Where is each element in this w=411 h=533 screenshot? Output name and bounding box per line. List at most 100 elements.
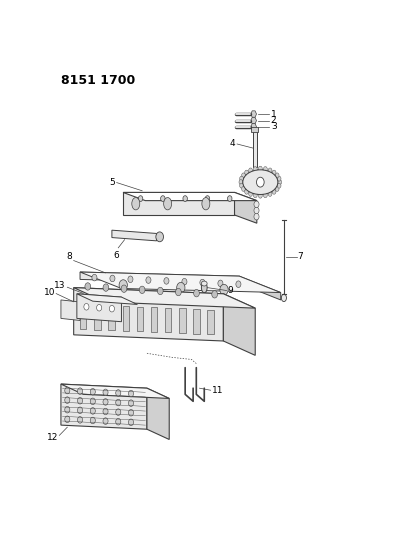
Circle shape — [164, 278, 169, 284]
Circle shape — [139, 196, 143, 201]
Text: 6: 6 — [114, 251, 120, 260]
Circle shape — [220, 284, 228, 295]
Circle shape — [121, 285, 127, 293]
Polygon shape — [74, 288, 224, 341]
Bar — [165, 308, 171, 333]
Circle shape — [242, 187, 245, 191]
Ellipse shape — [202, 198, 210, 210]
Circle shape — [146, 277, 151, 284]
Polygon shape — [61, 300, 80, 320]
Circle shape — [129, 390, 134, 397]
Text: 12: 12 — [47, 433, 58, 442]
Circle shape — [128, 276, 133, 282]
Polygon shape — [239, 276, 281, 300]
Circle shape — [205, 196, 210, 201]
Polygon shape — [61, 384, 147, 429]
Circle shape — [109, 305, 114, 312]
Polygon shape — [147, 388, 169, 440]
Text: 11: 11 — [212, 386, 223, 395]
Polygon shape — [123, 192, 235, 215]
Polygon shape — [123, 192, 257, 200]
Circle shape — [236, 281, 241, 287]
Polygon shape — [235, 192, 257, 223]
Circle shape — [254, 213, 259, 220]
Text: 4: 4 — [230, 140, 236, 149]
Circle shape — [129, 400, 134, 407]
Bar — [109, 305, 115, 330]
Circle shape — [103, 389, 108, 395]
Circle shape — [129, 409, 134, 416]
Ellipse shape — [201, 282, 207, 293]
Circle shape — [78, 388, 83, 394]
Text: 10: 10 — [44, 288, 55, 297]
Bar — [137, 306, 143, 332]
Text: 1: 1 — [271, 109, 277, 118]
Circle shape — [263, 167, 267, 172]
Circle shape — [259, 166, 262, 171]
Polygon shape — [77, 294, 122, 322]
Circle shape — [249, 168, 252, 173]
Polygon shape — [112, 230, 157, 241]
Circle shape — [65, 397, 70, 403]
Circle shape — [245, 170, 249, 175]
Polygon shape — [251, 117, 256, 124]
Circle shape — [272, 189, 276, 194]
Circle shape — [242, 173, 245, 178]
Circle shape — [212, 290, 217, 298]
Circle shape — [78, 417, 83, 423]
Ellipse shape — [243, 170, 278, 195]
Ellipse shape — [201, 281, 207, 286]
Circle shape — [85, 283, 91, 290]
Circle shape — [256, 177, 264, 187]
Polygon shape — [224, 294, 255, 356]
Circle shape — [90, 408, 95, 414]
Bar — [208, 310, 214, 334]
Circle shape — [277, 183, 281, 188]
Circle shape — [92, 274, 97, 281]
Ellipse shape — [164, 198, 172, 210]
Bar — [193, 309, 200, 334]
Circle shape — [129, 419, 134, 425]
Circle shape — [90, 417, 95, 424]
Circle shape — [103, 408, 108, 415]
Circle shape — [239, 180, 243, 184]
Circle shape — [177, 282, 185, 293]
Circle shape — [116, 399, 121, 406]
Circle shape — [254, 207, 259, 214]
Polygon shape — [61, 384, 169, 399]
Circle shape — [272, 170, 276, 175]
Circle shape — [65, 416, 70, 423]
Bar — [179, 309, 185, 333]
Bar — [94, 305, 101, 329]
Text: 13: 13 — [54, 281, 66, 290]
Circle shape — [275, 173, 279, 178]
Polygon shape — [74, 288, 255, 308]
Circle shape — [277, 176, 281, 181]
Text: 5: 5 — [109, 177, 115, 187]
Circle shape — [240, 183, 243, 188]
FancyBboxPatch shape — [252, 127, 258, 132]
Circle shape — [90, 389, 95, 395]
FancyBboxPatch shape — [253, 130, 256, 166]
Text: 7: 7 — [298, 252, 303, 261]
Circle shape — [175, 288, 181, 296]
Circle shape — [254, 167, 257, 172]
Bar — [151, 307, 157, 332]
Circle shape — [183, 196, 187, 201]
Text: 9: 9 — [228, 286, 233, 295]
Circle shape — [254, 201, 259, 207]
Circle shape — [228, 196, 232, 201]
Circle shape — [182, 278, 187, 285]
Circle shape — [200, 279, 205, 286]
Polygon shape — [80, 272, 281, 293]
Circle shape — [278, 180, 282, 184]
Circle shape — [259, 193, 262, 198]
Circle shape — [156, 232, 164, 242]
Circle shape — [157, 287, 163, 295]
Circle shape — [254, 193, 257, 198]
Text: 8151 1700: 8151 1700 — [61, 74, 135, 87]
Circle shape — [119, 280, 127, 290]
Circle shape — [161, 196, 165, 201]
Circle shape — [194, 289, 199, 297]
Circle shape — [139, 286, 145, 294]
